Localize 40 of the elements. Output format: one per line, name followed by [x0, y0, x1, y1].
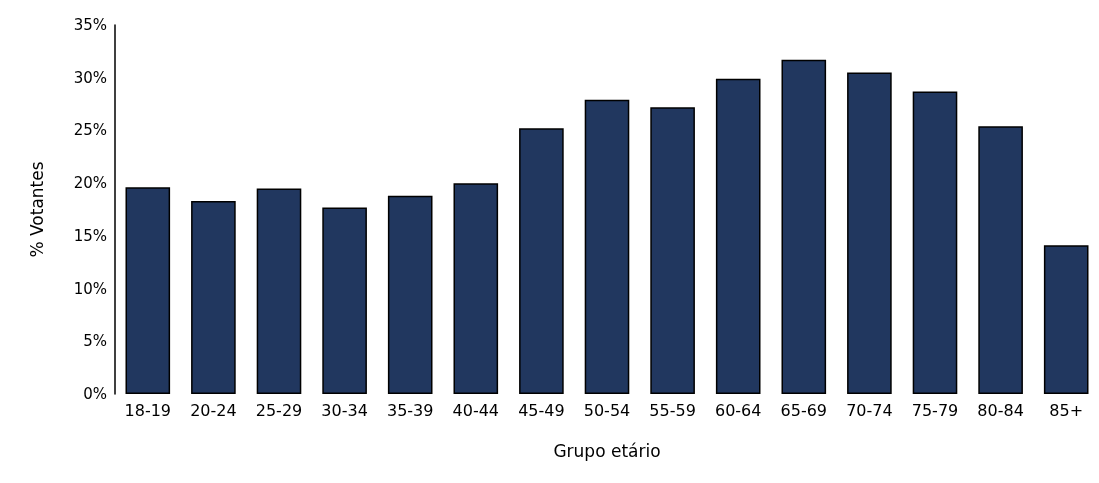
bar [1043, 245, 1089, 394]
bar [453, 183, 499, 394]
bar [650, 107, 695, 394]
y-tick-label: 30% [73, 68, 107, 87]
x-tick-label: 85+ [1049, 400, 1084, 420]
bar [387, 195, 433, 394]
bar [191, 201, 236, 394]
x-tick-label: 75-79 [911, 400, 959, 420]
bar [978, 126, 1023, 394]
bar [125, 187, 171, 394]
bar [256, 188, 302, 394]
y-tick-label: 35% [73, 16, 107, 34]
bar [584, 99, 630, 394]
y-axis-title: % Votantes [26, 161, 47, 258]
bar [715, 78, 761, 394]
y-tick-label: 20% [73, 174, 107, 193]
x-tick-label: 35-39 [386, 400, 434, 420]
x-tick-label: 50-54 [583, 400, 631, 420]
x-tick-label: 70-74 [846, 400, 893, 420]
x-tick-label: 65-69 [780, 400, 828, 420]
x-tick-label: 60-64 [714, 400, 762, 420]
x-tick-label: 55-59 [649, 400, 696, 420]
x-tick-label: 20-24 [190, 400, 237, 420]
y-tick-label: 10% [73, 279, 107, 298]
bar [847, 72, 892, 394]
y-tick-label: 15% [73, 226, 107, 245]
y-tick-label: 25% [73, 121, 107, 140]
x-tick-label: 18-19 [124, 400, 172, 420]
x-tick-label: 80-84 [977, 400, 1024, 420]
x-tick-label: 30-34 [321, 400, 368, 420]
bar [322, 207, 367, 394]
bar [912, 91, 958, 394]
bar [519, 128, 564, 394]
x-axis-title: Grupo etário [553, 440, 661, 461]
x-tick-label: 45-49 [518, 400, 565, 420]
x-tick-label: 40-44 [452, 400, 500, 420]
y-tick-label: 0% [83, 385, 107, 403]
x-tick-label: 25-29 [255, 400, 303, 420]
bar [781, 59, 827, 394]
y-tick-label: 5% [83, 332, 107, 351]
